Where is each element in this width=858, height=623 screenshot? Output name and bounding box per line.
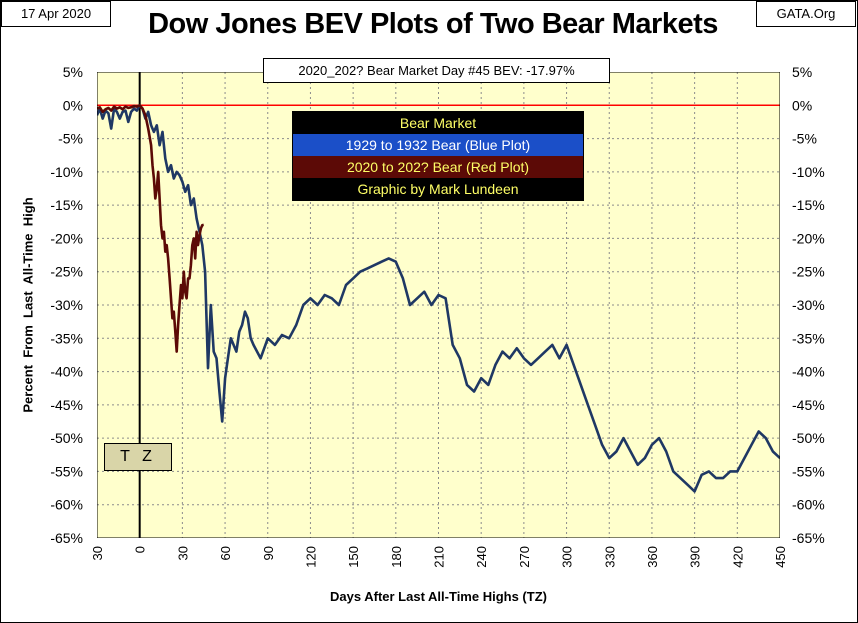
legend-heading: Bear Market <box>293 112 583 134</box>
y-axis-label: Percent From Last All-Time High <box>20 197 36 413</box>
bev-annotation: 2020_202? Bear Market Day #45 BEV: -17.9… <box>263 58 610 83</box>
legend-red-series: 2020 to 202? Bear (Red Plot) <box>293 156 583 178</box>
x-axis-label: Days After Last All-Time Highs (TZ) <box>330 589 547 604</box>
legend-blue-series: 1929 to 1932 Bear (Blue Plot) <box>293 134 583 156</box>
date-label: 17 Apr 2020 <box>1 1 111 27</box>
legend-credit: Graphic by Mark Lundeen <box>293 178 583 200</box>
chart-title: Dow Jones BEV Plots of Two Bear Markets <box>148 8 718 40</box>
site-label: GATA.Org <box>756 1 856 27</box>
legend: Bear Market 1929 to 1932 Bear (Blue Plot… <box>292 111 584 201</box>
red-series-line <box>97 103 204 353</box>
tz-marker: T Z <box>104 443 172 471</box>
blue-series-line <box>97 103 780 493</box>
